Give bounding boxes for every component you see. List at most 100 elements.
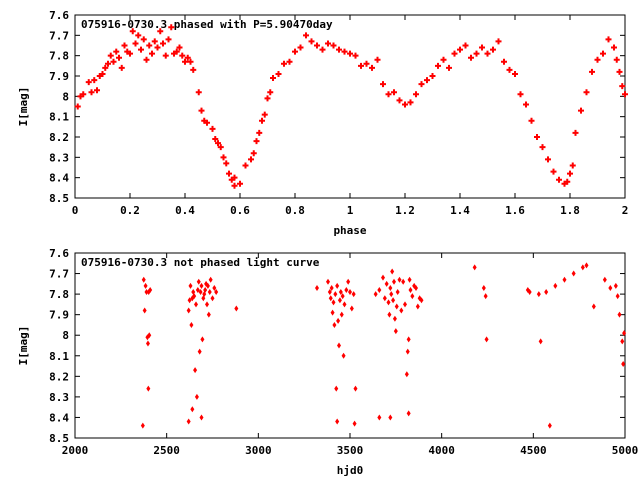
data-point: [407, 99, 414, 106]
data-point: [195, 287, 200, 293]
data-point: [315, 284, 319, 291]
data-point: [319, 46, 326, 53]
data-point: [377, 414, 382, 421]
data-point: [419, 297, 424, 304]
data-point: [140, 422, 145, 429]
x-tick-label: 0.8: [285, 204, 305, 217]
data-point: [399, 307, 404, 314]
data-point: [190, 66, 197, 73]
data-point: [391, 297, 396, 304]
data-point: [201, 117, 208, 124]
data-point: [490, 46, 496, 53]
data-point: [392, 315, 397, 322]
y-tick-label: 8.3: [49, 391, 69, 404]
y-tick-label: 7.8: [49, 288, 69, 301]
data-point: [231, 182, 238, 189]
data-point: [407, 276, 412, 283]
data-point: [401, 278, 406, 285]
data-point: [389, 291, 394, 298]
data-point: [479, 44, 485, 51]
data-point: [327, 289, 332, 296]
x-tick-label: 4000: [428, 444, 455, 457]
data-point: [147, 332, 152, 339]
data-point: [353, 385, 358, 392]
data-point: [473, 50, 480, 57]
data-point: [192, 293, 197, 300]
data-point: [363, 60, 370, 67]
x-axis-label: hjd0: [337, 464, 364, 477]
data-point: [561, 180, 568, 187]
data-point: [121, 42, 128, 49]
data-point: [140, 36, 147, 43]
data-point: [414, 284, 418, 291]
data-point: [384, 280, 389, 287]
data-point: [190, 406, 195, 413]
data-point: [206, 311, 211, 318]
data-point: [534, 134, 540, 140]
data-point: [408, 287, 413, 293]
data-point: [105, 60, 111, 67]
data-point: [149, 50, 155, 57]
data-point: [395, 289, 400, 296]
data-point: [143, 56, 150, 63]
data-point: [107, 52, 114, 59]
data-point: [303, 32, 309, 39]
data-point: [512, 70, 518, 77]
data-point: [553, 282, 558, 289]
data-point: [391, 89, 397, 96]
x-tick-label: 0.6: [230, 204, 250, 217]
data-point: [387, 311, 392, 318]
y-axis-label: I[mag]: [17, 87, 30, 127]
data-point: [339, 311, 344, 318]
data-point: [484, 336, 489, 343]
data-point: [545, 156, 551, 163]
data-point: [210, 295, 215, 302]
y-tick-label: 8.2: [49, 131, 69, 144]
y-tick-label: 8.5: [49, 192, 69, 205]
data-point: [223, 160, 230, 167]
data-point: [215, 140, 221, 147]
data-point: [194, 301, 198, 308]
data-point: [571, 270, 576, 277]
data-point: [569, 162, 576, 169]
y-tick-label: 7.9: [49, 309, 69, 322]
data-point: [198, 289, 203, 296]
data-point: [138, 46, 144, 53]
data-point: [381, 274, 385, 281]
data-point: [182, 58, 188, 65]
data-point: [501, 58, 507, 65]
data-point: [141, 276, 146, 283]
data-point: [171, 50, 177, 57]
data-point: [550, 168, 557, 175]
data-point: [74, 103, 81, 110]
data-point: [331, 299, 336, 306]
data-point: [620, 338, 625, 345]
data-point: [165, 36, 172, 43]
data-point: [394, 303, 399, 310]
data-point: [584, 262, 589, 269]
data-point: [340, 293, 345, 300]
data-point: [94, 87, 100, 94]
data-point: [326, 278, 330, 285]
data-point: [142, 307, 147, 314]
data-point: [406, 410, 411, 417]
data-point: [248, 156, 254, 163]
data-point: [199, 282, 204, 289]
data-point: [127, 50, 133, 57]
data-point: [578, 107, 584, 114]
data-point: [611, 44, 617, 51]
data-point: [292, 48, 298, 55]
y-tick-label: 7.6: [49, 9, 69, 22]
data-point: [259, 117, 265, 124]
plot-frame: [74, 14, 626, 199]
data-point: [349, 305, 354, 312]
x-tick-label: 0.4: [175, 204, 195, 217]
data-point: [330, 309, 335, 316]
data-point: [380, 81, 386, 88]
data-point: [205, 301, 209, 308]
data-point: [392, 278, 396, 285]
data-point: [591, 303, 596, 310]
data-point: [329, 284, 334, 291]
data-point: [403, 301, 407, 308]
data-point: [335, 418, 340, 425]
